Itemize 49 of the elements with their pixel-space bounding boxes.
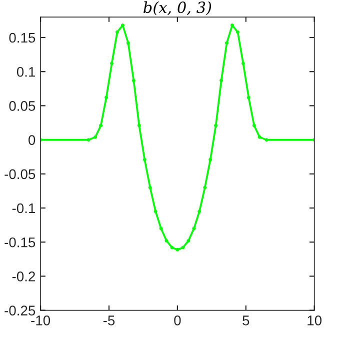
point — [137, 124, 141, 128]
y-tick-label: 0.05 — [9, 101, 36, 111]
point — [94, 135, 98, 139]
point — [142, 158, 146, 162]
point — [208, 158, 212, 162]
line-series — [40, 23, 314, 252]
y-tick-label: -0.15 — [4, 237, 36, 248]
point — [132, 78, 136, 82]
point — [181, 246, 185, 250]
point — [170, 246, 174, 250]
y-tick-label: 0 — [28, 135, 36, 145]
point — [104, 96, 108, 100]
point — [241, 62, 245, 66]
y-tick-label: 0.1 — [16, 66, 36, 77]
point — [220, 78, 223, 82]
y-tick-label: -0.05 — [4, 169, 36, 180]
point — [264, 138, 268, 142]
point — [99, 124, 103, 128]
point — [192, 226, 196, 230]
y-tick-label: -0.25 — [4, 306, 36, 316]
y-tick-label: -0.1 — [12, 203, 36, 214]
point — [214, 124, 218, 128]
chart-title: b(x, 0, 3) — [144, 1, 212, 16]
x-tick-label: -5 — [103, 316, 115, 326]
point — [252, 124, 256, 128]
point — [176, 248, 180, 252]
y-tick-label: 0.15 — [9, 32, 36, 43]
point — [186, 239, 190, 242]
point — [258, 135, 262, 139]
y-tick-label: -0.2 — [12, 272, 36, 282]
point — [148, 186, 152, 190]
x-tick-label: 5 — [242, 316, 250, 326]
point — [224, 41, 228, 45]
point — [86, 138, 90, 142]
point — [120, 23, 124, 27]
x-tick-label: 0 — [174, 316, 181, 326]
point — [236, 30, 240, 34]
point — [126, 41, 130, 45]
point — [159, 226, 163, 230]
point — [203, 186, 207, 190]
point — [154, 210, 158, 214]
x-tick-label: 10 — [308, 316, 322, 326]
point — [230, 23, 234, 27]
point — [198, 210, 202, 214]
point — [246, 96, 250, 100]
point — [164, 239, 168, 242]
point — [115, 30, 119, 34]
point — [110, 62, 114, 66]
x-tick-label: -10 — [31, 316, 50, 326]
